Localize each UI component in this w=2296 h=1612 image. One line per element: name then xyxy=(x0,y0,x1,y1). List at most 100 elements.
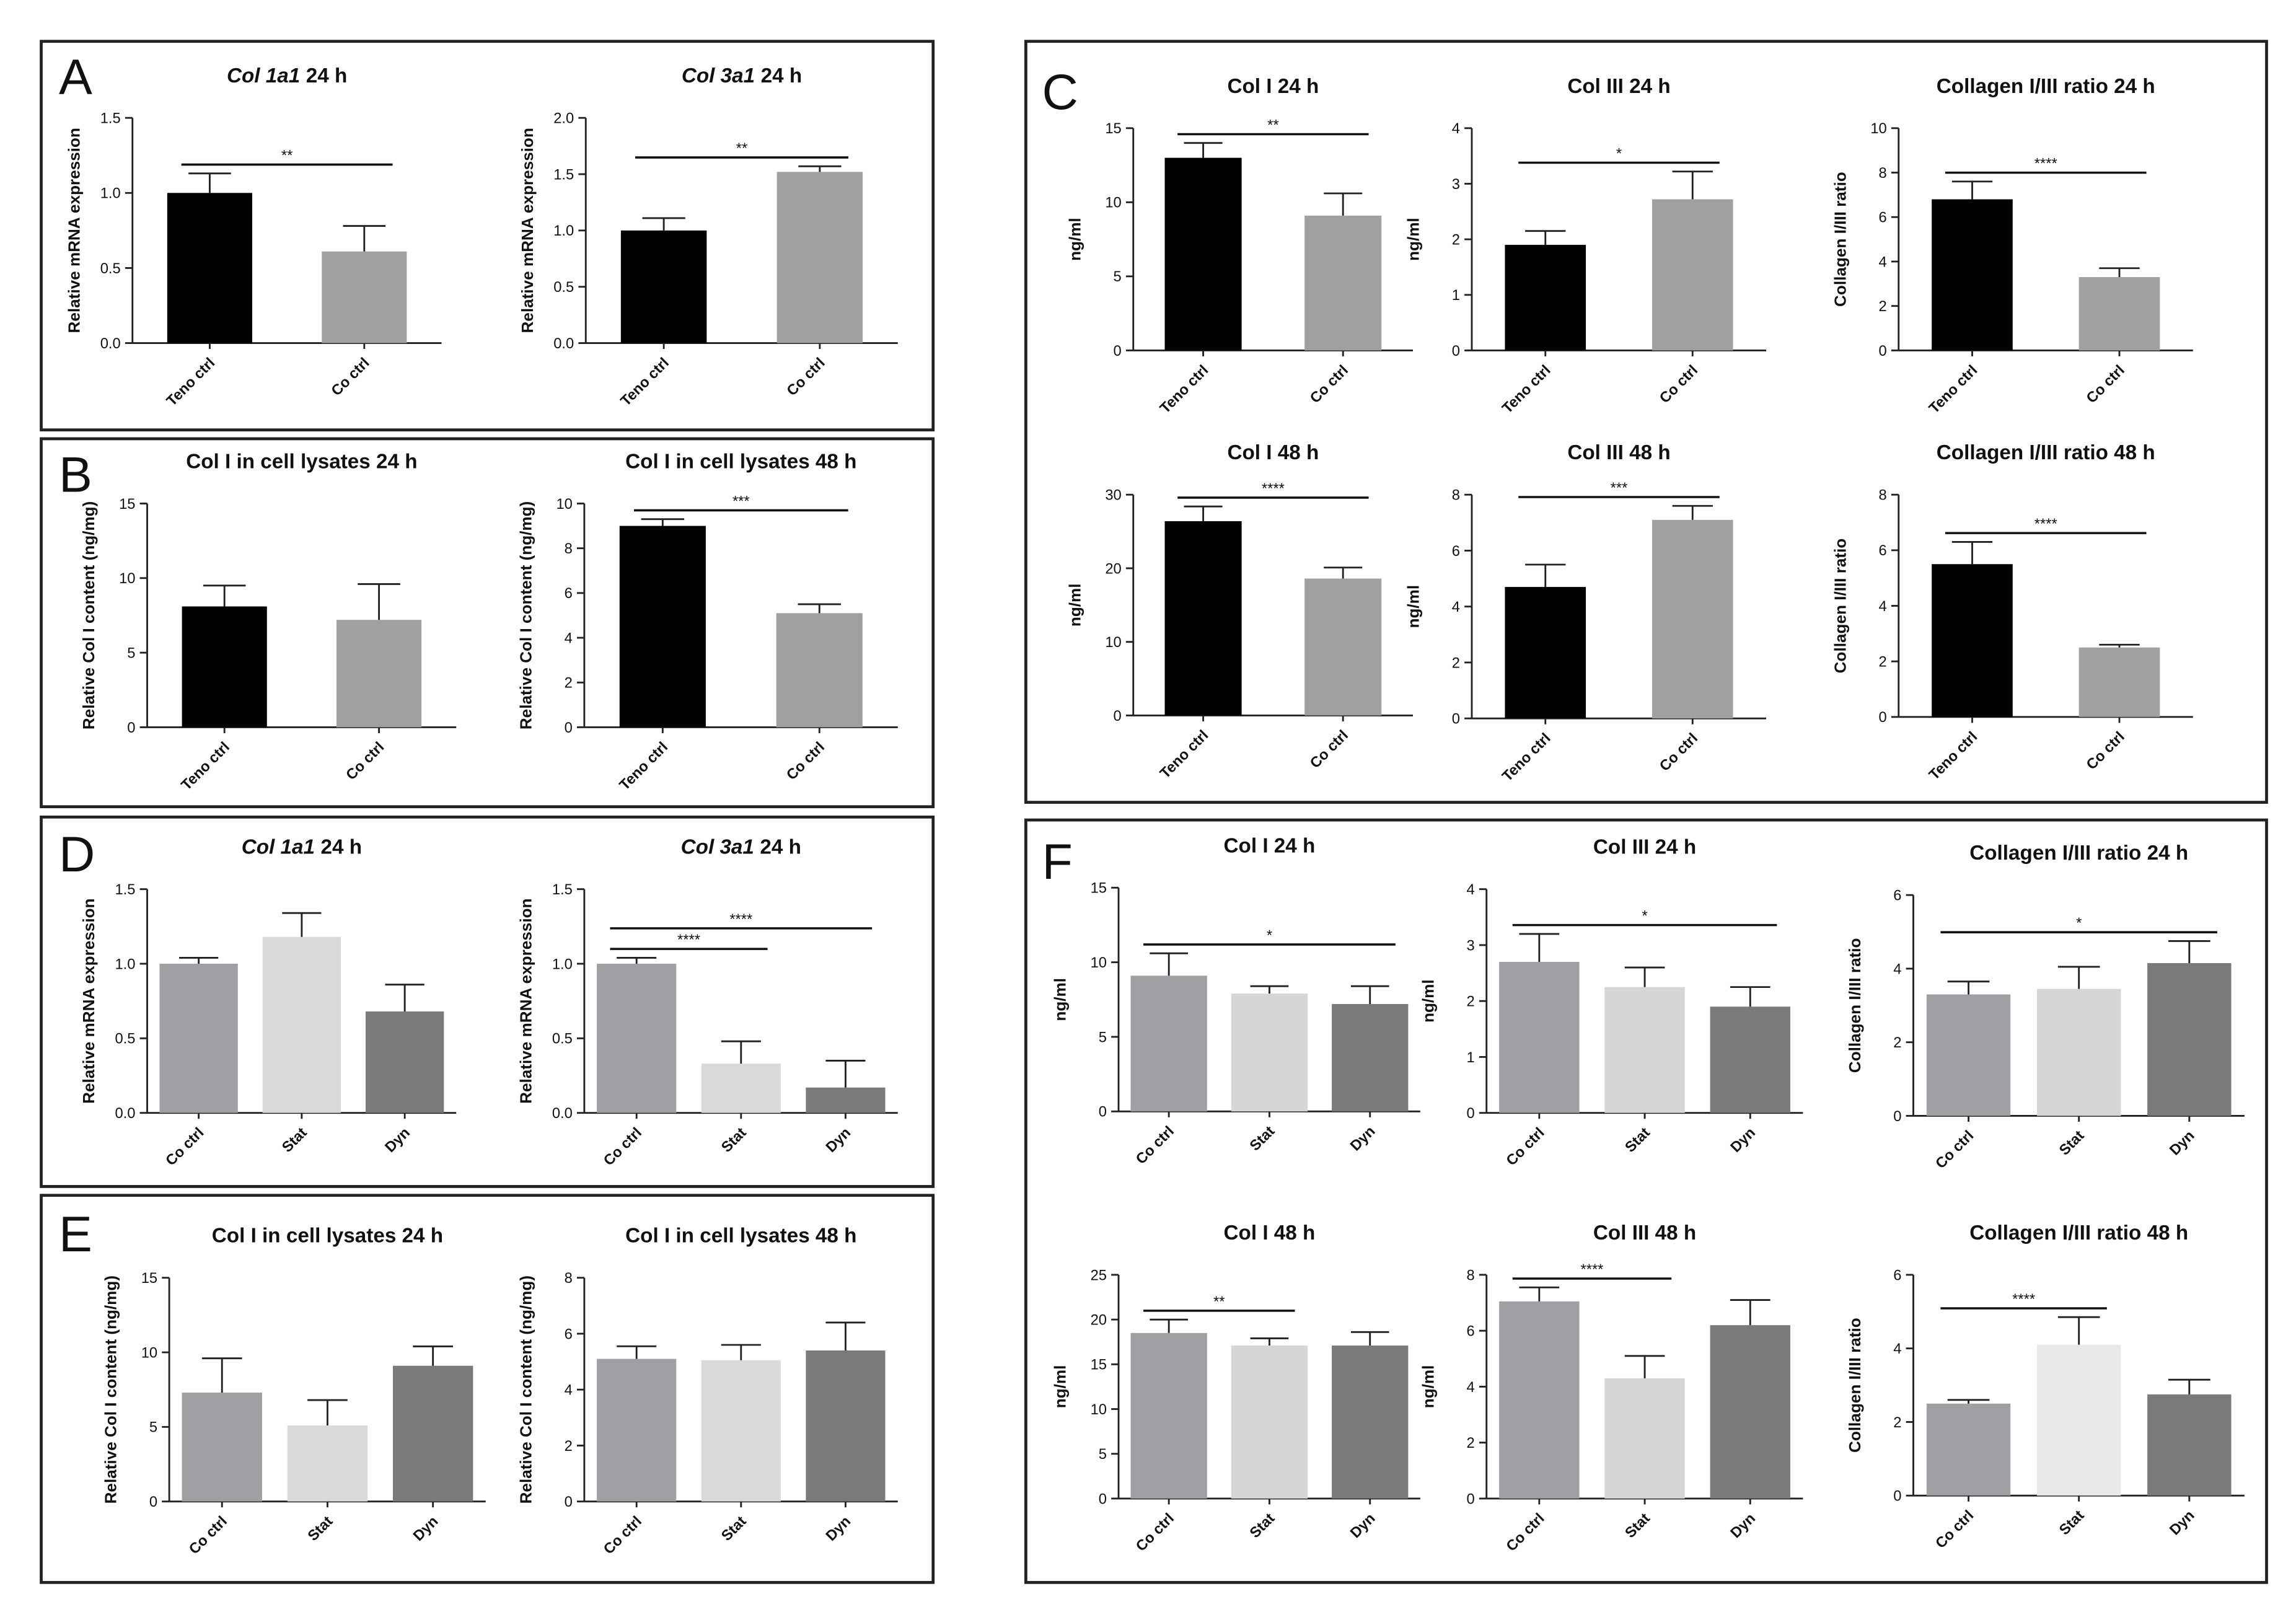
bar xyxy=(262,936,341,1113)
bar xyxy=(1231,993,1308,1112)
bar xyxy=(776,613,863,728)
bar xyxy=(182,606,267,728)
significance-label: ** xyxy=(1213,1293,1225,1310)
y-axis-label: Relative mRNA expression xyxy=(518,128,537,333)
y-tick-label: 10 xyxy=(1105,195,1121,211)
y-tick-label: 0 xyxy=(1879,343,1887,359)
bar xyxy=(1505,245,1586,351)
y-tick-label: 0 xyxy=(1893,1488,1901,1505)
y-tick-label: 4 xyxy=(1893,1341,1901,1357)
y-tick-label: 4 xyxy=(1879,598,1887,615)
title-text: Col I in cell lysates 48 h xyxy=(625,1225,856,1248)
y-tick-label: 0 xyxy=(1467,1105,1475,1122)
y-tick-label: 15 xyxy=(119,496,135,513)
bar xyxy=(2037,989,2121,1116)
panel-label: B xyxy=(59,447,92,503)
title-text: Col I 24 h xyxy=(1224,834,1316,857)
y-tick-label: 0 xyxy=(1114,343,1122,359)
title-gene: Col 3a1 xyxy=(682,64,755,87)
title-text: Col III 48 h xyxy=(1593,1222,1696,1244)
y-tick-label: 0.5 xyxy=(100,260,121,277)
bar xyxy=(322,251,407,343)
bar xyxy=(336,620,422,728)
y-tick-label: 5 xyxy=(127,645,135,661)
bar xyxy=(365,1011,444,1113)
title-text: Col I in cell lysates 24 h xyxy=(212,1225,443,1248)
y-tick-label: 1.0 xyxy=(100,185,121,202)
chart-title: Col I in cell lysates 24 h xyxy=(212,1225,443,1248)
y-tick-label: 0 xyxy=(1452,711,1460,728)
y-axis-label: Collagen I/III ratio xyxy=(1845,938,1864,1073)
title-text: Col I 48 h xyxy=(1227,441,1319,464)
bar xyxy=(1304,578,1382,716)
y-tick-label: 1.5 xyxy=(553,166,574,183)
y-axis-label: Collagen I/III ratio xyxy=(1831,172,1849,307)
bar xyxy=(1604,1378,1685,1499)
chart-title: Col III 24 h xyxy=(1593,836,1696,859)
bar xyxy=(2147,1394,2232,1496)
y-tick-label: 0 xyxy=(1893,1108,1901,1125)
chart-title: Collagen I/III ratio 24 h xyxy=(1969,842,2188,865)
y-tick-label: 6 xyxy=(1467,1323,1475,1340)
significance-label: **** xyxy=(2034,156,2057,172)
title-text: Col I 24 h xyxy=(1227,75,1319,98)
panel-label: C xyxy=(1042,64,1078,120)
significance-label: **** xyxy=(1580,1261,1603,1278)
y-tick-label: 5 xyxy=(1099,1029,1107,1046)
significance-label: **** xyxy=(729,911,752,928)
y-tick-label: 10 xyxy=(119,570,135,587)
y-tick-label: 20 xyxy=(1091,1311,1107,1328)
bar xyxy=(1652,199,1733,351)
y-axis-label: Relative Col I content (ng/mg) xyxy=(79,501,98,729)
y-tick-label: 1 xyxy=(1452,287,1460,304)
y-tick-label: 6 xyxy=(565,585,573,602)
y-tick-label: 0.0 xyxy=(552,1105,573,1122)
y-tick-label: 1.5 xyxy=(552,881,573,898)
y-tick-label: 0 xyxy=(565,720,573,736)
panel-box xyxy=(1024,40,2268,804)
significance-label: * xyxy=(2076,915,2082,932)
title-text: Collagen I/III ratio 48 h xyxy=(1937,441,2155,464)
y-tick-label: 5 xyxy=(1099,1446,1107,1463)
y-tick-label: 4 xyxy=(1452,599,1460,615)
significance-label: **** xyxy=(2012,1291,2035,1308)
y-tick-label: 0.0 xyxy=(115,1105,135,1122)
chart-title: Collagen I/III ratio 48 h xyxy=(1937,441,2155,464)
bar xyxy=(1164,157,1242,351)
y-tick-label: 0 xyxy=(1879,709,1887,726)
y-tick-label: 0 xyxy=(565,1494,573,1510)
title-text: Col III 48 h xyxy=(1567,441,1670,464)
significance-label: * xyxy=(1642,908,1647,925)
bar xyxy=(1710,1325,1790,1499)
bar xyxy=(1932,199,2013,351)
bar xyxy=(392,1365,473,1502)
y-tick-label: 2 xyxy=(565,1438,573,1455)
bar xyxy=(2037,1344,2121,1496)
significance-label: * xyxy=(1267,927,1272,944)
y-tick-label: 25 xyxy=(1091,1267,1107,1284)
y-axis-label: Relative Col I content (ng/mg) xyxy=(516,1275,535,1504)
bar xyxy=(1604,987,1685,1113)
y-tick-label: 8 xyxy=(1467,1267,1475,1284)
y-tick-label: 2 xyxy=(1467,1435,1475,1451)
y-tick-label: 5 xyxy=(1114,268,1122,285)
y-tick-label: 2 xyxy=(1452,654,1460,671)
significance-label: ** xyxy=(736,140,748,157)
bar xyxy=(1332,1004,1409,1112)
chart-title: Col III 24 h xyxy=(1567,75,1670,98)
bar xyxy=(619,526,706,728)
chart-title: Col 1a1 24 h xyxy=(242,836,362,859)
y-axis-label: Relative mRNA expression xyxy=(79,899,98,1104)
y-tick-label: 1 xyxy=(1467,1049,1475,1066)
panel-box xyxy=(40,437,935,809)
title-gene: Col 1a1 xyxy=(242,836,315,859)
bar xyxy=(701,1064,781,1113)
y-tick-label: 2 xyxy=(1893,1414,1901,1431)
title-text: Col I in cell lysates 24 h xyxy=(186,450,417,473)
y-tick-label: 15 xyxy=(1091,880,1107,897)
bar xyxy=(806,1350,886,1502)
bar xyxy=(1304,215,1382,351)
y-tick-label: 6 xyxy=(1879,209,1887,226)
y-tick-label: 0.5 xyxy=(552,1031,573,1047)
significance-label: * xyxy=(1616,145,1622,162)
